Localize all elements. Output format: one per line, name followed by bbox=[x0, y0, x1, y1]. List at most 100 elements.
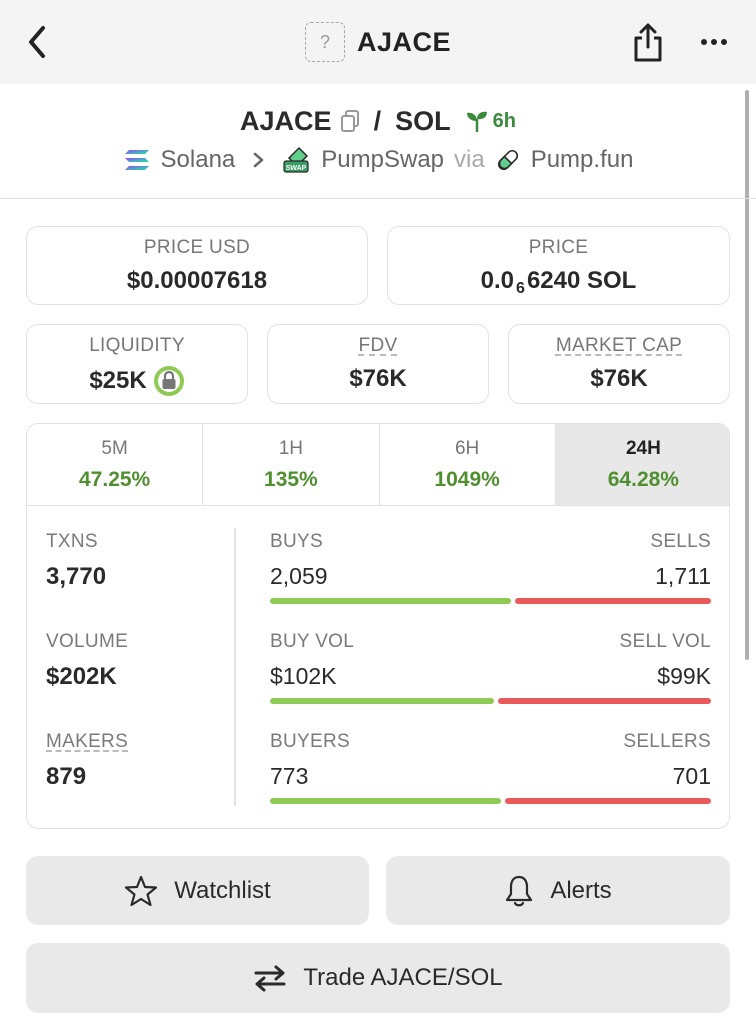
buyers-value: 773 bbox=[270, 763, 309, 789]
launchpad-name[interactable]: Pump.fun bbox=[530, 146, 634, 173]
alerts-label: Alerts bbox=[550, 876, 612, 904]
sell-vol-value: $99K bbox=[657, 663, 711, 689]
pair-quote-symbol: SOL bbox=[395, 105, 451, 136]
share-icon bbox=[634, 23, 662, 62]
price-usd-value: $0.00007618 bbox=[126, 267, 268, 294]
solana-icon bbox=[124, 150, 149, 170]
timeframe-panel: 5M 47.25% 1H 135% 6H 1049% 24H 64.28% TX… bbox=[26, 423, 730, 829]
market-cap-label[interactable]: MARKET CAP bbox=[555, 335, 683, 356]
tab-label: 24H bbox=[625, 438, 661, 459]
back-button[interactable] bbox=[22, 24, 52, 60]
tab-change: 1049% bbox=[434, 468, 500, 491]
volume-label: VOLUME bbox=[46, 631, 129, 652]
token-placeholder-icon: ? bbox=[304, 22, 345, 62]
trade-button[interactable]: Trade AJACE/SOL bbox=[26, 943, 730, 1013]
star-icon bbox=[125, 875, 158, 906]
more-options-button[interactable] bbox=[694, 28, 734, 56]
watchlist-button[interactable]: Watchlist bbox=[26, 856, 369, 925]
sell-vol-label: SELL VOL bbox=[619, 631, 711, 652]
liquidity-card: LIQUIDITY $25K bbox=[26, 324, 248, 404]
sellers-bar bbox=[505, 798, 711, 804]
copy-icon[interactable] bbox=[340, 109, 360, 133]
via-label: via bbox=[454, 146, 485, 173]
top-nav-bar: ? AJACE bbox=[0, 0, 756, 84]
buy-bar bbox=[270, 598, 511, 604]
tab-label: 5M bbox=[101, 438, 128, 459]
pair-age-badge: 6h bbox=[465, 110, 516, 133]
buyers-sellers-bar bbox=[270, 798, 711, 804]
pair-separator: / bbox=[373, 105, 382, 136]
buy-vol-label: BUY VOL bbox=[270, 631, 355, 652]
pair-title: AJACE / SOL 6h bbox=[0, 102, 756, 140]
sellers-label: SELLERS bbox=[623, 731, 711, 752]
trade-label: Trade AJACE/SOL bbox=[303, 964, 503, 991]
liquidity-label: LIQUIDITY bbox=[89, 335, 185, 356]
sell-vol-bar bbox=[498, 698, 711, 704]
pair-base-symbol: AJACE bbox=[240, 105, 332, 136]
alerts-button[interactable]: Alerts bbox=[386, 856, 730, 925]
makers-label[interactable]: MAKERS bbox=[46, 731, 129, 752]
liquidity-value: $25K bbox=[89, 367, 147, 394]
dot-icon bbox=[721, 39, 727, 45]
txns-label: TXNS bbox=[46, 531, 98, 552]
share-button[interactable] bbox=[630, 20, 666, 64]
price-native-card: PRICE 0.0 6 6240 SOL bbox=[387, 226, 730, 305]
makers-stat: MAKERS 879 bbox=[46, 731, 128, 791]
pumpswap-icon: SWAP bbox=[283, 146, 309, 173]
column-divider bbox=[234, 528, 236, 806]
buys-label: BUYS bbox=[270, 531, 323, 552]
buy-vol-bar bbox=[270, 698, 495, 704]
sprout-icon bbox=[466, 111, 487, 132]
sell-bar bbox=[514, 598, 711, 604]
price-usd-label: PRICE USD bbox=[143, 237, 251, 258]
market-cap-value: $76K bbox=[590, 365, 648, 392]
fdv-value: $76K bbox=[349, 365, 407, 392]
fdv-label[interactable]: FDV bbox=[358, 335, 398, 356]
pair-age: 6h bbox=[492, 109, 516, 132]
tab-change: 64.28% bbox=[607, 468, 679, 491]
sells-value: 1,711 bbox=[655, 563, 711, 589]
chain-name[interactable]: Solana bbox=[160, 146, 236, 173]
buy-sell-volume-bar bbox=[270, 698, 711, 704]
buy-sell-volume-split: BUY VOL SELL VOL $102K $99K bbox=[270, 631, 711, 704]
txns-stat: TXNS 3,770 bbox=[46, 531, 106, 591]
bell-icon bbox=[506, 875, 533, 906]
buyers-label: BUYERS bbox=[270, 731, 350, 752]
price-native-value: 0.0 6 6240 SOL bbox=[388, 267, 729, 297]
sellers-value: 701 bbox=[672, 763, 711, 789]
nav-title: AJACE bbox=[356, 26, 452, 57]
chevron-right-icon bbox=[254, 152, 264, 168]
price-usd-card: PRICE USD $0.00007618 bbox=[26, 226, 368, 305]
tab-1h[interactable]: 1H 135% bbox=[203, 424, 380, 505]
chain-breadcrumb: Solana SWAP PumpSwap via Pump.fun bbox=[0, 142, 756, 178]
sells-label: SELLS bbox=[650, 531, 711, 552]
volume-stat: VOLUME $202K bbox=[46, 631, 128, 691]
pumpswap-badge-text: SWAP bbox=[286, 165, 307, 172]
txns-value: 3,770 bbox=[46, 563, 107, 590]
swap-arrows-icon bbox=[254, 965, 286, 992]
price-native-label: PRICE bbox=[528, 237, 589, 258]
makers-value: 879 bbox=[46, 763, 87, 790]
tab-label: 1H bbox=[278, 438, 304, 459]
buy-sell-ratio-bar bbox=[270, 598, 711, 604]
lock-icon[interactable] bbox=[153, 365, 185, 397]
tab-change: 47.25% bbox=[79, 468, 151, 491]
tab-change: 135% bbox=[264, 468, 318, 491]
pill-icon bbox=[497, 149, 518, 171]
buy-vol-value: $102K bbox=[270, 663, 337, 689]
tab-24h[interactable]: 24H 64.28% bbox=[555, 424, 729, 505]
chevron-left-icon bbox=[29, 26, 45, 58]
price-native-prefix: 0.0 bbox=[480, 267, 515, 294]
market-cap-card: MARKET CAP $76K bbox=[508, 324, 730, 404]
tab-label: 6H bbox=[454, 438, 480, 459]
buys-value: 2,059 bbox=[270, 563, 328, 589]
buys-sells-split: BUYS SELLS 2,059 1,711 bbox=[270, 531, 711, 604]
volume-value: $202K bbox=[46, 663, 117, 690]
tab-6h[interactable]: 6H 1049% bbox=[380, 424, 556, 505]
scrollbar[interactable] bbox=[745, 90, 749, 660]
dex-name[interactable]: PumpSwap bbox=[321, 146, 445, 173]
tab-5m[interactable]: 5M 47.25% bbox=[27, 424, 204, 505]
dot-icon bbox=[701, 39, 707, 45]
dot-icon bbox=[711, 39, 717, 45]
timeframe-tabs: 5M 47.25% 1H 135% 6H 1049% 24H 64.28% bbox=[27, 424, 729, 506]
